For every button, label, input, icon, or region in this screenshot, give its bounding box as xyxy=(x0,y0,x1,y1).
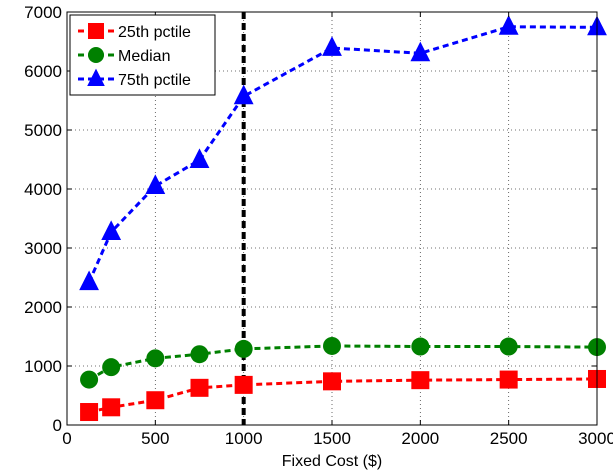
x-tick-label: 3000 xyxy=(578,429,613,448)
legend: 25th pctile Median 75th pctile xyxy=(69,14,216,96)
data-point-circle xyxy=(80,370,99,389)
data-point-square xyxy=(146,391,165,410)
series-line xyxy=(88,344,598,381)
y-tick-label: 5000 xyxy=(24,121,62,140)
data-point-triangle xyxy=(101,220,122,241)
data-point-square xyxy=(88,23,104,39)
axis-ticks: 0 500 1000 1500 2000 2500 3000 0 1000 2000 3000 400… xyxy=(24,3,613,448)
data-point-triangle xyxy=(233,84,254,105)
data-point-triangle xyxy=(79,270,99,291)
y-tick-label: 7000 xyxy=(24,3,62,22)
data-point-triangle xyxy=(410,41,431,62)
legend-item: 75th pctile xyxy=(78,68,191,89)
series-group xyxy=(79,15,607,422)
data-point-square xyxy=(190,378,209,397)
data-point-triangle xyxy=(87,68,105,87)
y-tick-label: 1000 xyxy=(24,357,62,376)
legend-item: Median xyxy=(78,47,170,65)
legend-label: 25th pctile xyxy=(118,24,191,41)
x-axis-label: Fixed Cost ($) xyxy=(282,453,382,470)
data-point-triangle xyxy=(145,174,166,194)
data-point-circle xyxy=(234,339,253,358)
data-point-square xyxy=(234,375,253,394)
y-tick-label: 4000 xyxy=(24,180,62,199)
y-tick-label: 0 xyxy=(53,416,62,435)
y-tick-label: 3000 xyxy=(24,239,62,258)
series-line xyxy=(88,377,598,414)
data-point-triangle xyxy=(189,148,210,169)
data-point-circle xyxy=(323,336,341,355)
data-point-circle xyxy=(88,47,104,63)
data-point-circle xyxy=(411,337,430,356)
data-point-square xyxy=(323,372,341,391)
x-tick-label: 2500 xyxy=(490,429,528,448)
series-25th-pctile xyxy=(80,369,606,422)
data-point-square xyxy=(499,370,518,389)
x-tick-label: 1000 xyxy=(225,429,263,448)
data-point-square xyxy=(102,398,121,417)
y-tick-label: 2000 xyxy=(24,298,62,317)
data-point-square xyxy=(80,403,99,422)
data-point-circle xyxy=(102,358,121,377)
legend-item: 25th pctile xyxy=(78,23,191,41)
legend-label: 75th pctile xyxy=(118,72,191,89)
y-tick-label: 6000 xyxy=(24,62,62,81)
data-point-circle xyxy=(499,337,518,356)
x-tick-label: 0 xyxy=(62,429,71,448)
x-tick-label: 1500 xyxy=(313,429,351,448)
legend-label: Median xyxy=(118,48,170,65)
data-point-triangle xyxy=(498,15,519,35)
data-point-circle xyxy=(146,349,165,368)
data-point-square xyxy=(411,371,430,390)
x-tick-label: 500 xyxy=(141,429,169,448)
series-median xyxy=(80,336,606,389)
x-tick-label: 2000 xyxy=(401,429,439,448)
data-point-triangle xyxy=(322,36,342,56)
series-75th-pctile xyxy=(79,15,607,291)
data-point-circle xyxy=(190,345,209,364)
